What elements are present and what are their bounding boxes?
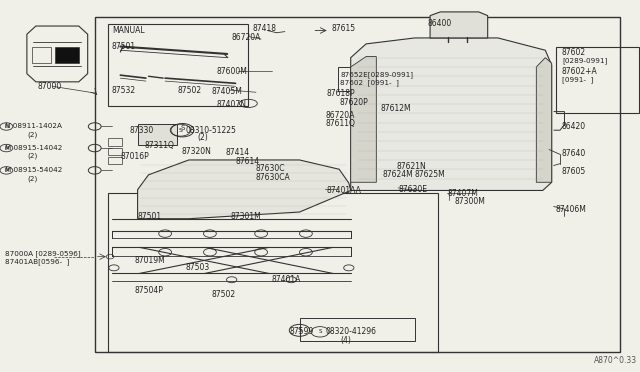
Text: N: N	[4, 124, 8, 129]
Text: 87414: 87414	[225, 148, 250, 157]
Polygon shape	[138, 160, 351, 219]
Text: 87504P: 87504P	[134, 286, 163, 295]
Text: 87502: 87502	[211, 290, 236, 299]
Text: 87503: 87503	[186, 263, 210, 272]
Text: 87000: 87000	[37, 82, 61, 91]
Text: 87405M: 87405M	[211, 87, 242, 96]
Text: S: S	[180, 125, 184, 131]
Bar	[556, 46, 639, 113]
Text: 87630C: 87630C	[256, 164, 285, 173]
Text: 87630E: 87630E	[398, 185, 427, 194]
Text: 87401A: 87401A	[272, 275, 301, 284]
Text: M: M	[4, 145, 9, 151]
Text: 08310-51225: 08310-51225	[186, 126, 236, 135]
Bar	[56, 47, 79, 63]
Text: 87612M: 87612M	[381, 104, 412, 113]
Text: 87640: 87640	[562, 149, 586, 158]
Text: M 08915-54042: M 08915-54042	[5, 167, 63, 173]
Text: S: S	[298, 327, 301, 333]
Text: 87330: 87330	[129, 126, 154, 135]
Text: 87502: 87502	[178, 86, 202, 94]
Polygon shape	[536, 58, 552, 182]
Text: 87630CA: 87630CA	[256, 173, 291, 182]
Text: 87600M: 87600M	[216, 67, 247, 76]
Text: 87401AA: 87401AA	[326, 186, 361, 195]
Bar	[338, 67, 483, 91]
Bar	[108, 157, 122, 164]
Text: 87019M: 87019M	[134, 256, 165, 265]
Text: (2): (2)	[27, 153, 37, 160]
Text: 87532: 87532	[112, 86, 136, 94]
Text: 87652E[0289-0991]: 87652E[0289-0991]	[340, 71, 413, 78]
Text: 87301M: 87301M	[230, 212, 261, 221]
Text: 08320-41296: 08320-41296	[325, 327, 376, 336]
Text: 87611Q: 87611Q	[325, 119, 355, 128]
Text: 87401AB[0596-  ]: 87401AB[0596- ]	[5, 258, 70, 264]
Text: 87620P: 87620P	[339, 98, 368, 107]
Text: 87320N: 87320N	[182, 147, 212, 155]
Text: [0289-0991]: [0289-0991]	[562, 58, 607, 64]
Text: S: S	[179, 128, 182, 133]
Text: 86400: 86400	[428, 19, 452, 28]
Text: N 08911-1402A: N 08911-1402A	[5, 124, 62, 129]
Text: 87407N: 87407N	[216, 100, 246, 109]
Text: 87501: 87501	[112, 42, 136, 51]
Text: S: S	[318, 329, 322, 334]
Text: 86720A: 86720A	[232, 33, 261, 42]
Text: M: M	[4, 168, 9, 173]
Text: 87621N: 87621N	[397, 162, 426, 171]
Text: M 08915-14042: M 08915-14042	[5, 145, 63, 151]
Text: 87614: 87614	[236, 157, 260, 166]
Text: 87407M: 87407M	[448, 189, 479, 198]
Text: 87599: 87599	[289, 327, 314, 336]
Text: 87300M: 87300M	[454, 197, 485, 206]
Polygon shape	[351, 38, 552, 190]
Bar	[32, 47, 51, 63]
Text: 87602  [0991-  ]: 87602 [0991- ]	[340, 79, 399, 86]
Text: 87615: 87615	[332, 24, 356, 33]
Text: 87406M: 87406M	[556, 205, 586, 214]
Text: A870^0.33: A870^0.33	[594, 356, 637, 365]
Bar	[108, 193, 438, 352]
Text: (4): (4)	[340, 336, 351, 345]
Bar	[108, 138, 122, 146]
Bar	[108, 24, 248, 106]
Text: 87418: 87418	[253, 24, 277, 33]
Bar	[108, 148, 122, 155]
Text: 87501: 87501	[138, 212, 162, 221]
Text: 87602+A: 87602+A	[562, 67, 598, 76]
Polygon shape	[351, 57, 376, 182]
Polygon shape	[430, 12, 488, 38]
Text: 86720A: 86720A	[325, 111, 355, 120]
Text: 86420: 86420	[562, 122, 586, 131]
Text: (2): (2)	[27, 131, 37, 138]
Text: 87618P: 87618P	[326, 89, 355, 98]
Text: 87016P: 87016P	[120, 153, 149, 161]
Text: 87000A [0289-0596]: 87000A [0289-0596]	[5, 250, 81, 257]
Bar	[95, 17, 620, 352]
Text: 87624M: 87624M	[383, 170, 413, 179]
Text: 87625M: 87625M	[415, 170, 445, 179]
Text: 87311Q: 87311Q	[145, 141, 175, 150]
Text: MANUAL: MANUAL	[112, 26, 145, 35]
Text: 87602: 87602	[562, 48, 586, 57]
Bar	[300, 318, 415, 341]
Text: (2): (2)	[197, 133, 208, 142]
Text: (2): (2)	[27, 175, 37, 182]
Text: 87605: 87605	[562, 167, 586, 176]
Text: [0991-  ]: [0991- ]	[562, 76, 593, 83]
Bar	[138, 124, 177, 145]
